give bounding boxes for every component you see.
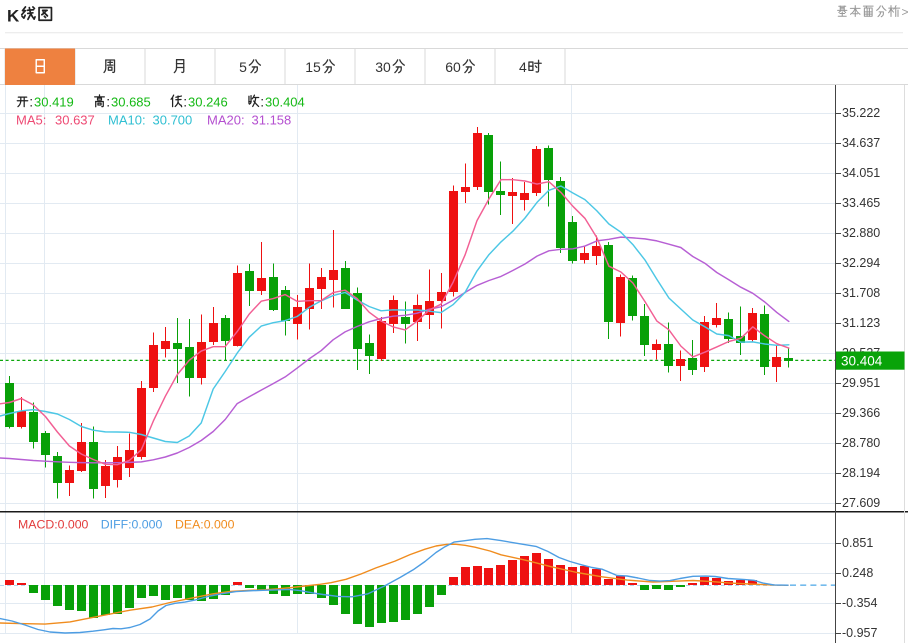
svg-text:34.051: 34.051 xyxy=(842,166,880,180)
svg-text:31.708: 31.708 xyxy=(842,286,880,300)
svg-text:MACD:0.000: MACD:0.000 xyxy=(18,518,89,532)
svg-text::: : xyxy=(106,94,110,110)
svg-text:MA20:: MA20: xyxy=(207,112,245,127)
svg-text:28.194: 28.194 xyxy=(842,466,880,480)
svg-text:30.419: 30.419 xyxy=(34,95,74,110)
svg-text:60: 60 xyxy=(445,59,461,75)
svg-text:34.637: 34.637 xyxy=(842,136,880,150)
svg-text:35.222: 35.222 xyxy=(842,106,880,120)
svg-text:>: > xyxy=(902,5,908,19)
svg-text:31.158: 31.158 xyxy=(252,112,292,127)
svg-text:30.637: 30.637 xyxy=(55,112,95,127)
svg-text:30.700: 30.700 xyxy=(153,112,193,127)
svg-text:32.880: 32.880 xyxy=(842,226,880,240)
svg-text:30.246: 30.246 xyxy=(188,95,228,110)
svg-text:5: 5 xyxy=(239,59,247,75)
svg-text:32.294: 32.294 xyxy=(842,256,880,270)
svg-text:-0.354: -0.354 xyxy=(842,596,877,610)
svg-text::: : xyxy=(29,94,33,110)
svg-text::: : xyxy=(260,94,264,110)
svg-text:30.404: 30.404 xyxy=(841,354,883,369)
svg-text::: : xyxy=(183,94,187,110)
svg-text:-0.957: -0.957 xyxy=(842,626,877,640)
svg-text:30.685: 30.685 xyxy=(111,95,151,110)
svg-text:27.609: 27.609 xyxy=(842,496,880,510)
svg-text:DEA:0.000: DEA:0.000 xyxy=(175,518,235,532)
svg-text:29.951: 29.951 xyxy=(842,376,880,390)
svg-text:28.780: 28.780 xyxy=(842,436,880,450)
svg-text:MA5:: MA5: xyxy=(16,112,46,127)
svg-text:K: K xyxy=(7,7,20,26)
svg-text:29.366: 29.366 xyxy=(842,406,880,420)
svg-text:0.248: 0.248 xyxy=(842,566,873,580)
svg-text:MA10:: MA10: xyxy=(108,112,146,127)
svg-text:4: 4 xyxy=(519,59,527,75)
svg-text:33.465: 33.465 xyxy=(842,196,880,210)
svg-text:15: 15 xyxy=(305,59,321,75)
svg-text:30: 30 xyxy=(375,59,391,75)
svg-text:DIFF:0.000: DIFF:0.000 xyxy=(101,518,163,532)
svg-text:30.404: 30.404 xyxy=(265,95,305,110)
svg-text:0.851: 0.851 xyxy=(842,536,873,550)
svg-text:31.123: 31.123 xyxy=(842,316,880,330)
